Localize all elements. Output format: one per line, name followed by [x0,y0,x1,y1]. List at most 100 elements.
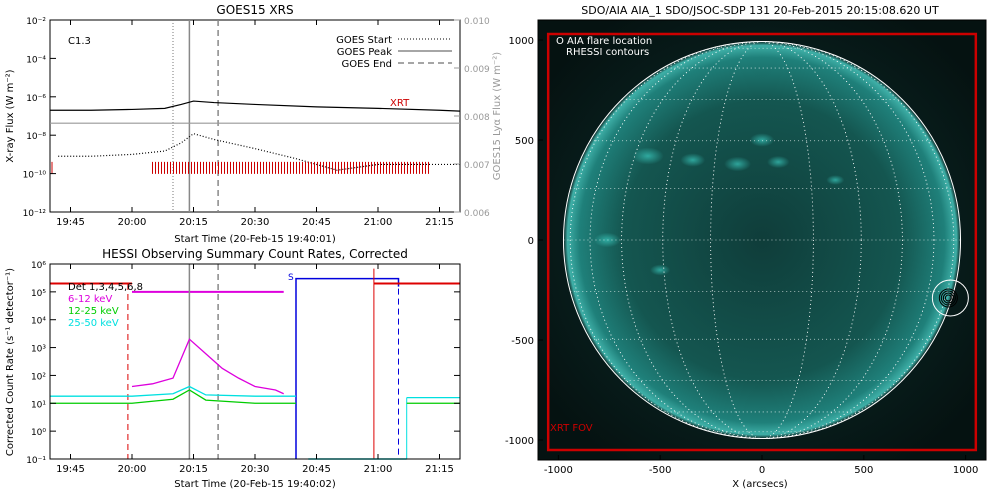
active-region-blob [749,133,775,147]
hessi-legend-12-25: 12-25 keV [68,306,119,317]
goes-ylabel: X-ray Flux (W m⁻²) [5,69,16,162]
hessi-ytick-label: 10⁵ [31,289,46,299]
goes-ytick-label: 10⁻⁶ [26,94,46,104]
aia-xtick-label: 500 [854,465,873,476]
active-region-blob [724,156,752,172]
active-region-blob [680,153,706,167]
aia-image [538,20,986,460]
goes-y2tick-label: 0.010 [464,17,490,27]
xrt-fov-box [546,32,978,452]
goes-xtick-label: 20:45 [302,217,331,228]
aia-xtick-label: -1000 [544,465,573,476]
goes-y2tick-label: 0.006 [464,209,490,219]
aia-ytick-label: -500 [511,336,534,347]
solar-limb [562,40,962,440]
hessi-ytick-label: 10⁰ [31,428,46,438]
goes-plot-frame [49,19,461,213]
hessi-xtick-label: 20:45 [302,464,331,475]
hessi-xtick-label: 21:00 [364,464,393,475]
hessi-ytick-label: 10⁶ [31,261,46,271]
aia-title: SDO/AIA AIA_1 SDO/JSOC-SDP 131 20-Feb-20… [581,4,939,17]
hessi-legend-6-12: 6-12 keV [68,294,112,305]
hessi-ytick-label: 10¹ [31,400,46,410]
hessi-ylabel: Corrected Count Rate (s⁻¹ detector⁻¹) [5,268,16,456]
rhessi-contour [942,292,954,304]
goes-series-0 [50,100,461,112]
hessi-saa-flag [295,277,400,459]
hessi-xtick-label: 21:15 [425,464,454,475]
hessi-ytick-label: 10³ [31,345,46,355]
goes-xtick-label: 21:00 [364,217,393,228]
goes-y2label: GOES15 Lyα Flux (W m⁻²) [492,52,503,180]
goes-xtick-label: 20:15 [179,217,208,228]
hessi-legend-det: Det 1,3,4,5,6,8 [68,282,143,293]
hessi-series-2 [50,385,296,397]
hessi-xtick-label: 20:00 [118,464,147,475]
aia-image-panel: SDO/AIA AIA_1 SDO/JSOC-SDP 131 20-Feb-20… [505,4,987,490]
hessi-series-1 [50,389,296,404]
goes-xlabel: Start Time (20-Feb-15 19:40:01) [174,234,336,245]
aia-fov-label: XRT FOV [550,423,593,434]
aia-flare-location-circle [931,279,969,317]
goes-xtick-label: 21:15 [425,217,454,228]
hessi-legend: Det 1,3,4,5,6,8 6-12 keV 12-25 keV 25-50… [68,282,143,329]
goes-ytick-label: 10⁻⁴ [26,55,46,65]
goes-xtick-label: 20:30 [241,217,270,228]
goes-xtick-label: 20:00 [118,217,147,228]
goes-xrs-panel: GOES15 XRS 19:45 20:00 20:15 20:30 20:45 21:0… [5,3,503,245]
aia-xtick-label: 1000 [953,465,978,476]
hessi-plot-area [50,264,460,460]
goes-ytick-label: 10⁻¹⁰ [23,171,47,181]
rhessi-contours [938,288,958,308]
hessi-panel: HESSI Observing Summary Count Rates, Cor… [5,247,461,490]
aia-ytick-label: 1000 [509,36,534,47]
goes-y2tick-label: 0.008 [464,113,490,123]
active-region-blob [767,155,790,169]
hessi-title: HESSI Observing Summary Count Rates, Cor… [102,247,408,261]
aia-legend-rhessi: RHESSI contours [566,47,649,58]
goes-legend-end-label: GOES End [342,59,392,70]
goes-ytick-label: 10⁻⁸ [26,132,46,142]
aia-ytick-label: 500 [515,136,534,147]
aia-legend-flare: O AIA flare location [556,36,652,47]
grid-longitude [569,41,955,439]
goes-series-1 [58,133,460,171]
hessi-xtick-label: 20:15 [179,464,208,475]
hessi-ytick-label: 10⁻¹ [26,456,46,466]
sun-active-regions [593,133,845,276]
goes-legend-peak-label: GOES Peak [337,47,392,58]
aia-ytick-label: 0 [528,236,534,247]
hessi-saa-label: S [288,273,294,283]
hessi-ytick-label: 10² [31,372,46,382]
sun-disk [563,41,961,439]
hessi-xtick-label: 20:30 [241,464,270,475]
goes-legend: GOES Start GOES Peak GOES End [336,35,452,70]
aia-axes: -1000 -500 0 500 1000 1000 500 0 -500 -1000 [505,36,978,476]
goes-ytick-label: 10⁻¹² [23,209,47,219]
rhessi-contour [944,294,952,302]
hessi-xtick-label: 19:45 [56,464,85,475]
grid-longitude [589,41,935,439]
rhessi-contour [940,290,956,306]
goes-xtick-label: 19:45 [56,217,85,228]
active-region-blob [826,175,845,185]
hessi-ytick-label: 10⁴ [31,317,46,327]
goes-y2tick-label: 0.007 [464,161,490,171]
goes-y2tick-label: 0.009 [464,65,490,75]
active-region-blob [593,232,621,248]
goes-ytick-label: 10⁻² [26,17,46,27]
goes-legend-start-label: GOES Start [336,35,392,46]
goes-plot-area [50,20,461,212]
goes-flare-class: C1.3 [68,36,91,47]
hessi-xlabel: Start Time (20-Feb-15 19:40:02) [174,479,336,490]
aia-xtick-label: 0 [759,465,765,476]
hessi-legend-25-50: 25-50 keV [68,318,119,329]
aia-xlabel: X (arcsecs) [732,479,788,490]
active-region-blob [632,147,664,165]
active-region-blob [650,264,671,276]
hessi-series-0 [131,338,284,395]
hessi-axes: 19:45 20:00 20:15 20:30 20:45 21:00 21:15 10⁶ 10… [26,261,460,475]
goes-xrt-label: XRT [390,98,410,109]
goes-title: GOES15 XRS [216,3,293,17]
